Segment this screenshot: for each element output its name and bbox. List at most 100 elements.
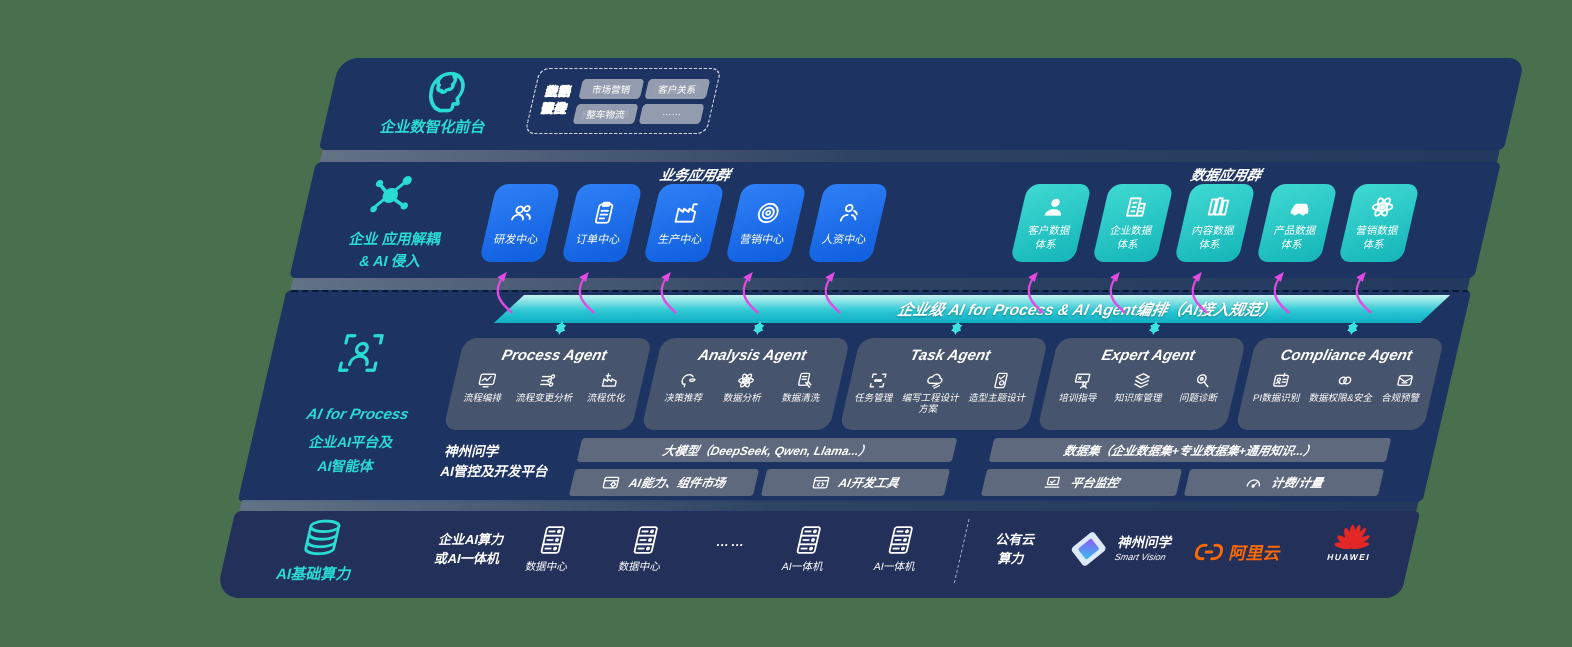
infra-node-datacenter-1: 数据中心 [513,525,588,574]
rail-infra-label: AI基础算力 [274,566,354,583]
agent-title: Analysis Agent [696,347,809,364]
sliders-icon [540,374,556,387]
database-icon [304,519,341,556]
agent-item-label: 编写工程设计方案 [901,393,961,416]
architecture-diagram: 企业数智化前台 战略管控 规划管理 绩效管理 组织与流程 …… 经营支持 经营计… [215,58,1525,598]
clipboard-icon [595,201,614,224]
molecule-icon [370,176,412,213]
agent-item-label: 决策推荐 [663,393,704,404]
card-product-data: 产品数据体系 [1255,184,1338,262]
cell-label: AI能力、组件市场 [627,476,727,490]
card-marketing-center: 营销中心 [724,184,807,262]
cell-platform-monitor: 平台监控 [980,469,1182,496]
agent-item-label: 流程变更分析 [514,393,575,404]
server-icon [633,526,658,554]
rail-ai-line2: 企业AI平台及 [307,434,396,450]
band-app-layer: 企业 应用解耦 & AI 侵入 业务应用群 数据应用群 研发中心 订单中心 [289,162,1501,278]
agent-item-label: 流程优化 [585,393,627,404]
smart-vision-diamond-icon [1071,532,1106,566]
aliyun-logo: 阿里云 [1191,539,1284,564]
design-tablet-icon [994,372,1009,389]
platform-models-block: 大模型（DeepSeek, Qwen, Llama...） AI能力、组件市场 … [568,438,958,496]
person-signal-icon [840,203,858,222]
chip: 整车物流 [572,103,639,124]
card-label: 订单中心 [574,233,622,246]
rail-decouple-line1: 企业 应用解耦 [347,232,443,248]
devtools-icon [812,476,830,489]
card-label: 生产中心 [656,233,704,246]
card-label: 营销数据体系 [1354,225,1400,251]
id-card-icon [1272,372,1289,387]
card-rd-center: 研发中心 [478,184,561,262]
agent-item-label: 数据权限&安全 [1307,393,1374,404]
platform-datasets-block: 数据集（企业数据集+专业数据集+通用知识...） 平台监控 计费/计量 [980,438,1392,496]
decision-icon [681,374,696,388]
card-label: 人资中心 [820,233,868,246]
rail-ai-line3: AI智能体 [315,458,376,474]
agent-task: Task Agent 任务管理 编写工程设计 [839,338,1049,430]
head-brain-icon [429,71,465,113]
public-cloud-line2: 算力 [996,550,1027,566]
band-step [290,278,1471,290]
card-production-center: 生产中心 [642,184,725,262]
cell-label: 平台监控 [1068,476,1121,490]
process-optimize-icon [602,373,618,387]
data-group-title: 数据应用群 [1189,167,1263,183]
infra-divider [953,519,970,583]
card-hr-center: 人资中心 [806,184,889,262]
building-icon [1125,197,1146,217]
chip: 市场营销 [578,78,645,99]
infra-node-label: 数据中心 [524,561,569,573]
data-clean-icon [798,372,812,388]
public-cloud-line1: 公有云 [994,532,1038,547]
agent-title: Process Agent [500,347,609,364]
card-content-data: 内容数据体系 [1173,184,1256,262]
training-icon [1075,373,1091,389]
card-marketing-data: 营销数据体系 [1337,184,1420,262]
smart-vision-cn: 神州问学 [1116,534,1174,550]
cell-label: 计费/计量 [1269,476,1325,490]
card-label: 研发中心 [492,233,540,246]
team-icon [511,204,531,220]
infra-ellipsis: …… [714,534,749,549]
infra-node-aio-2: AI一体机 [861,525,936,574]
agent-analysis: Analysis Agent 决策推荐 [641,338,851,430]
agent-item-label: 培训指导 [1057,393,1099,404]
huawei-label: HUAWEI [1326,552,1372,562]
server-icon [796,526,821,554]
business-group-title: 业务应用群 [658,167,732,183]
group-title: 营销服务 [539,84,573,116]
aliyun-label: 阿里云 [1227,544,1283,563]
smart-vision-logo: 神州问学 Smart Vision [1064,529,1175,569]
chip: 客户关系 [644,78,711,99]
agent-process: Process Agent 流程编排 流程变更分析 [443,338,653,430]
ai-orchestration-bar: 企业级 AI for Process & AI Agent编排（AI接入规范） [494,295,1450,323]
infra-node-label: AI一体机 [780,561,825,573]
agent-item-label: 流程编排 [462,393,503,404]
market-window-icon [603,476,620,489]
chip: …… [638,103,705,124]
platform-label-line1: 神州问学 [443,444,501,459]
permission-icon [1338,376,1352,385]
smart-vision-en: Smart Vision [1113,551,1167,562]
infra-node-datacenter-2: 数据中心 [606,525,681,574]
agent-item-label: 问题诊断 [1178,393,1219,404]
rail-decouple-line2: & AI 侵入 [357,253,423,270]
gauge-icon [1246,478,1260,488]
factory-icon [674,202,698,223]
agent-item-label: 造型主题设计 [967,393,1028,404]
cell-ai-devtools: AI开发工具 [760,469,951,496]
agent-item-label: 合规预警 [1380,393,1422,404]
band-ai-layer: AI for Process 企业AI平台及 AI智能体 企业级 AI for … [237,290,1472,502]
group-marketing-service: 营销服务 市场营销 客户关系 整车物流 …… [524,68,722,134]
cloud-edit-icon [927,373,943,389]
platform-label-line2: AI管控及开发平台 [438,464,551,480]
agent-title: Task Agent [908,347,993,364]
cell-ai-market: AI能力、组件市场 [568,469,759,496]
card-label: 企业数据体系 [1108,225,1154,251]
card-label: 营销中心 [738,233,786,246]
books-icon [1207,197,1230,216]
agent-item-label: 数据分析 [722,393,763,404]
server-icon [540,526,565,554]
atom-icon [738,373,755,388]
